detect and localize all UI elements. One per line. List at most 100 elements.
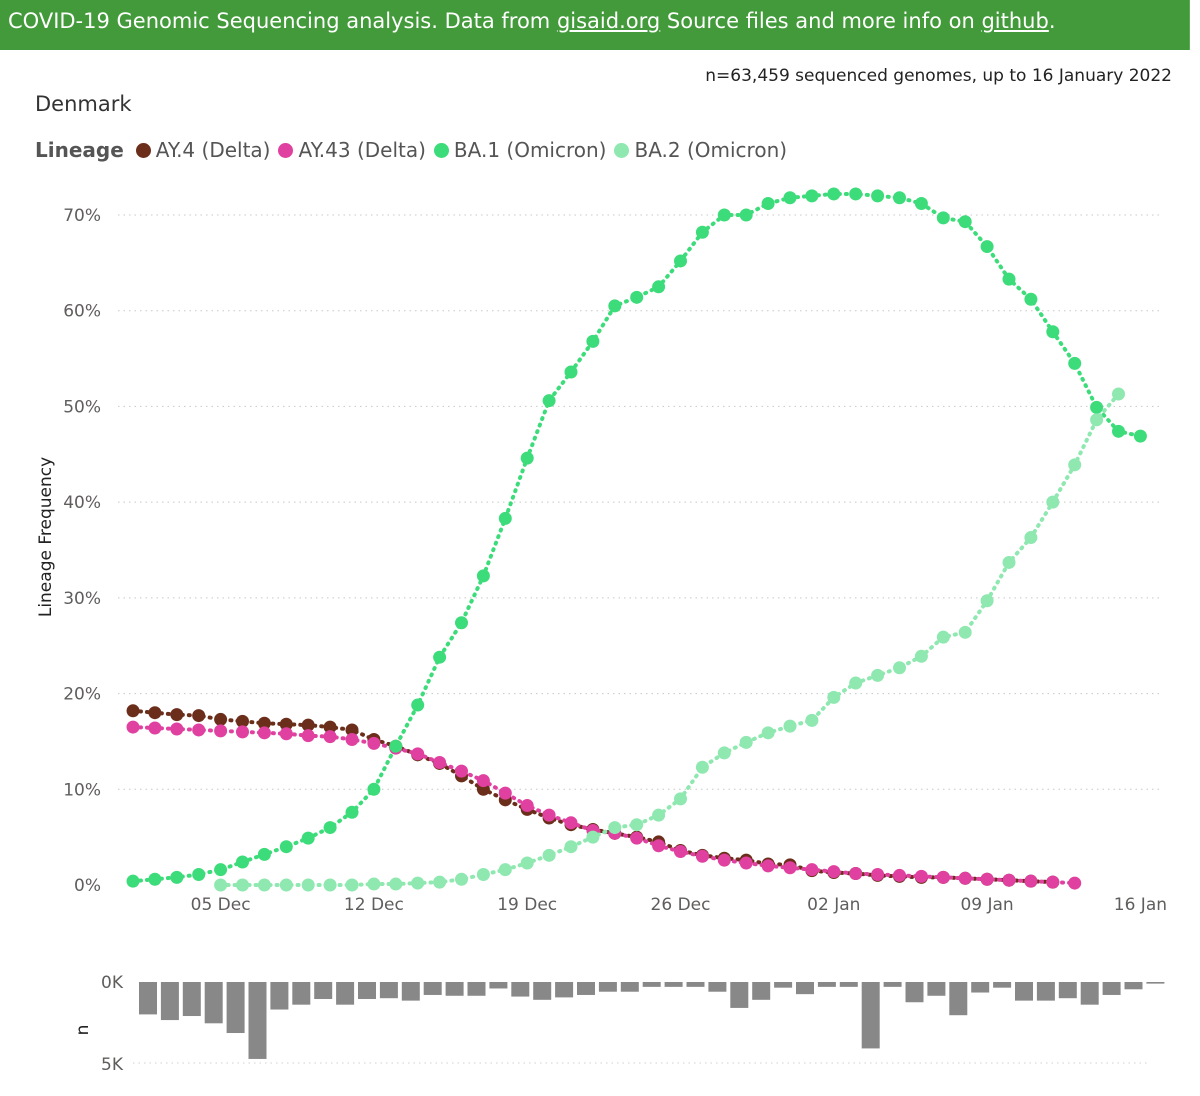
- count-bar: [336, 982, 355, 1005]
- data-point-ba-2-omicron: [980, 594, 994, 608]
- data-point-ay-43-delta: [214, 724, 228, 738]
- data-point-ba-2-omicron: [542, 848, 556, 862]
- data-point-ba-1-omicron: [476, 569, 490, 583]
- data-point-ba-1-omicron: [1002, 272, 1016, 286]
- count-bar: [861, 982, 880, 1049]
- bar-y-tick-label: 0K: [101, 973, 124, 993]
- count-bar: [1146, 982, 1165, 984]
- data-point-ba-1-omicron: [980, 240, 994, 254]
- data-point-ba-1-omicron: [126, 874, 140, 888]
- legend: Lineage AY.4 (Delta) AY.43 (Delta) BA.1 …: [35, 138, 795, 162]
- data-point-ba-1-omicron: [257, 847, 271, 861]
- legend-item-ay4[interactable]: AY.4 (Delta): [135, 138, 270, 162]
- data-point-ba-2-omicron: [1002, 555, 1016, 569]
- y-axis-label: Lineage Frequency: [36, 457, 56, 617]
- y-tick-label: 10%: [63, 780, 101, 800]
- count-bar: [182, 982, 201, 1017]
- count-bar: [204, 982, 223, 1024]
- data-point-ay-43-delta: [236, 725, 249, 739]
- legend-item-ba2[interactable]: BA.2 (Omicron): [614, 138, 787, 162]
- count-bar: [598, 982, 617, 992]
- data-point-ba-2-omicron: [958, 625, 972, 639]
- data-point-ay-43-delta: [936, 870, 950, 884]
- data-point-ay-4-delta: [236, 714, 249, 728]
- github-link[interactable]: github: [981, 9, 1049, 33]
- y-tick-label: 20%: [63, 685, 101, 705]
- data-point-ba-1-omicron: [367, 782, 381, 796]
- data-point-ba-1-omicron: [761, 197, 775, 211]
- banner-text-middle: Source files and more info on: [660, 9, 982, 33]
- data-point-ay-43-delta: [783, 861, 797, 875]
- data-point-ba-2-omicron: [717, 746, 731, 760]
- data-point-ay-43-delta: [279, 727, 293, 741]
- data-point-ay-4-delta: [214, 712, 228, 726]
- series-line-ay-4-delta: [131, 708, 1055, 885]
- data-point-ba-2-omicron: [389, 877, 403, 891]
- data-point-ay-43-delta: [498, 786, 512, 800]
- data-point-ay-43-delta: [914, 869, 928, 883]
- data-point-ba-1-omicron: [1090, 400, 1104, 414]
- data-point-ba-1-omicron: [455, 616, 468, 630]
- data-point-ba-1-omicron: [871, 189, 885, 203]
- legend-title: Lineage: [35, 138, 124, 162]
- data-point-ay-43-delta: [849, 867, 863, 881]
- data-point-ba-2-omicron: [476, 867, 490, 881]
- data-point-ay-43-delta: [433, 755, 447, 769]
- data-point-ay-4-delta: [301, 718, 315, 732]
- count-bar: [1080, 982, 1099, 1005]
- legend-marker-ay43: [278, 142, 294, 158]
- data-point-ay-43-delta: [1002, 873, 1016, 887]
- data-point-ba-2-omicron: [279, 878, 293, 892]
- count-bar: [752, 982, 771, 1000]
- data-point-ba-1-omicron: [1046, 325, 1060, 339]
- data-point-ay-43-delta: [958, 871, 972, 885]
- data-point-ay-4-delta: [323, 720, 337, 734]
- count-bar: [358, 982, 376, 1000]
- banner-edge: [1190, 0, 1200, 50]
- data-point-ay-43-delta: [827, 865, 841, 879]
- count-bar: [314, 982, 333, 1000]
- data-point-ba-2-omicron: [827, 690, 841, 704]
- data-point-ba-2-omicron: [630, 818, 644, 832]
- data-point-ba-2-omicron: [1090, 413, 1104, 427]
- legend-item-ay43[interactable]: AY.43 (Delta): [278, 138, 426, 162]
- x-tick-label: 09 Jan: [960, 895, 1013, 915]
- data-point-ay-43-delta: [1046, 875, 1060, 889]
- data-point-ba-1-omicron: [323, 821, 337, 835]
- data-point-ba-2-omicron: [914, 649, 928, 663]
- data-point-ba-1-omicron: [1068, 356, 1082, 370]
- count-bar: [445, 982, 464, 996]
- data-point-ay-4-delta: [345, 723, 359, 737]
- data-point-ba-2-omicron: [586, 830, 600, 844]
- count-bar: [270, 982, 289, 1010]
- data-point-ba-1-omicron: [564, 365, 578, 379]
- count-bar: [401, 982, 420, 1001]
- count-bar: [511, 982, 530, 997]
- data-point-ba-2-omicron: [761, 726, 775, 740]
- count-bar: [467, 982, 486, 996]
- data-point-ay-43-delta: [257, 726, 271, 740]
- data-point-ay-43-delta: [761, 859, 775, 873]
- count-bar: [423, 982, 442, 995]
- gisaid-link[interactable]: gisaid.org: [556, 9, 661, 33]
- data-point-ay-43-delta: [345, 733, 359, 747]
- legend-marker-ba2: [614, 142, 630, 158]
- data-point-ba-2-omicron: [520, 856, 534, 870]
- x-tick-label: 02 Jan: [807, 895, 860, 915]
- data-point-ay-4-delta: [279, 717, 293, 731]
- data-point-ba-1-omicron: [652, 280, 666, 294]
- data-point-ay-43-delta: [520, 799, 534, 813]
- y-tick-label: 40%: [63, 493, 101, 513]
- count-bar: [993, 982, 1012, 988]
- data-point-ba-2-omicron: [893, 661, 906, 675]
- header-banner: COVID-19 Genomic Sequencing analysis. Da…: [0, 0, 1200, 50]
- data-point-ay-4-delta: [126, 704, 140, 718]
- legend-item-ba1[interactable]: BA.1 (Omicron): [433, 138, 606, 162]
- data-point-ba-1-omicron: [170, 870, 184, 884]
- data-point-ba-1-omicron: [236, 855, 249, 869]
- data-point-ba-1-omicron: [1133, 429, 1147, 443]
- data-point-ay-43-delta: [805, 863, 819, 877]
- data-point-ba-2-omicron: [652, 808, 666, 822]
- data-point-ba-2-omicron: [564, 840, 578, 854]
- data-point-ba-2-omicron: [257, 878, 271, 892]
